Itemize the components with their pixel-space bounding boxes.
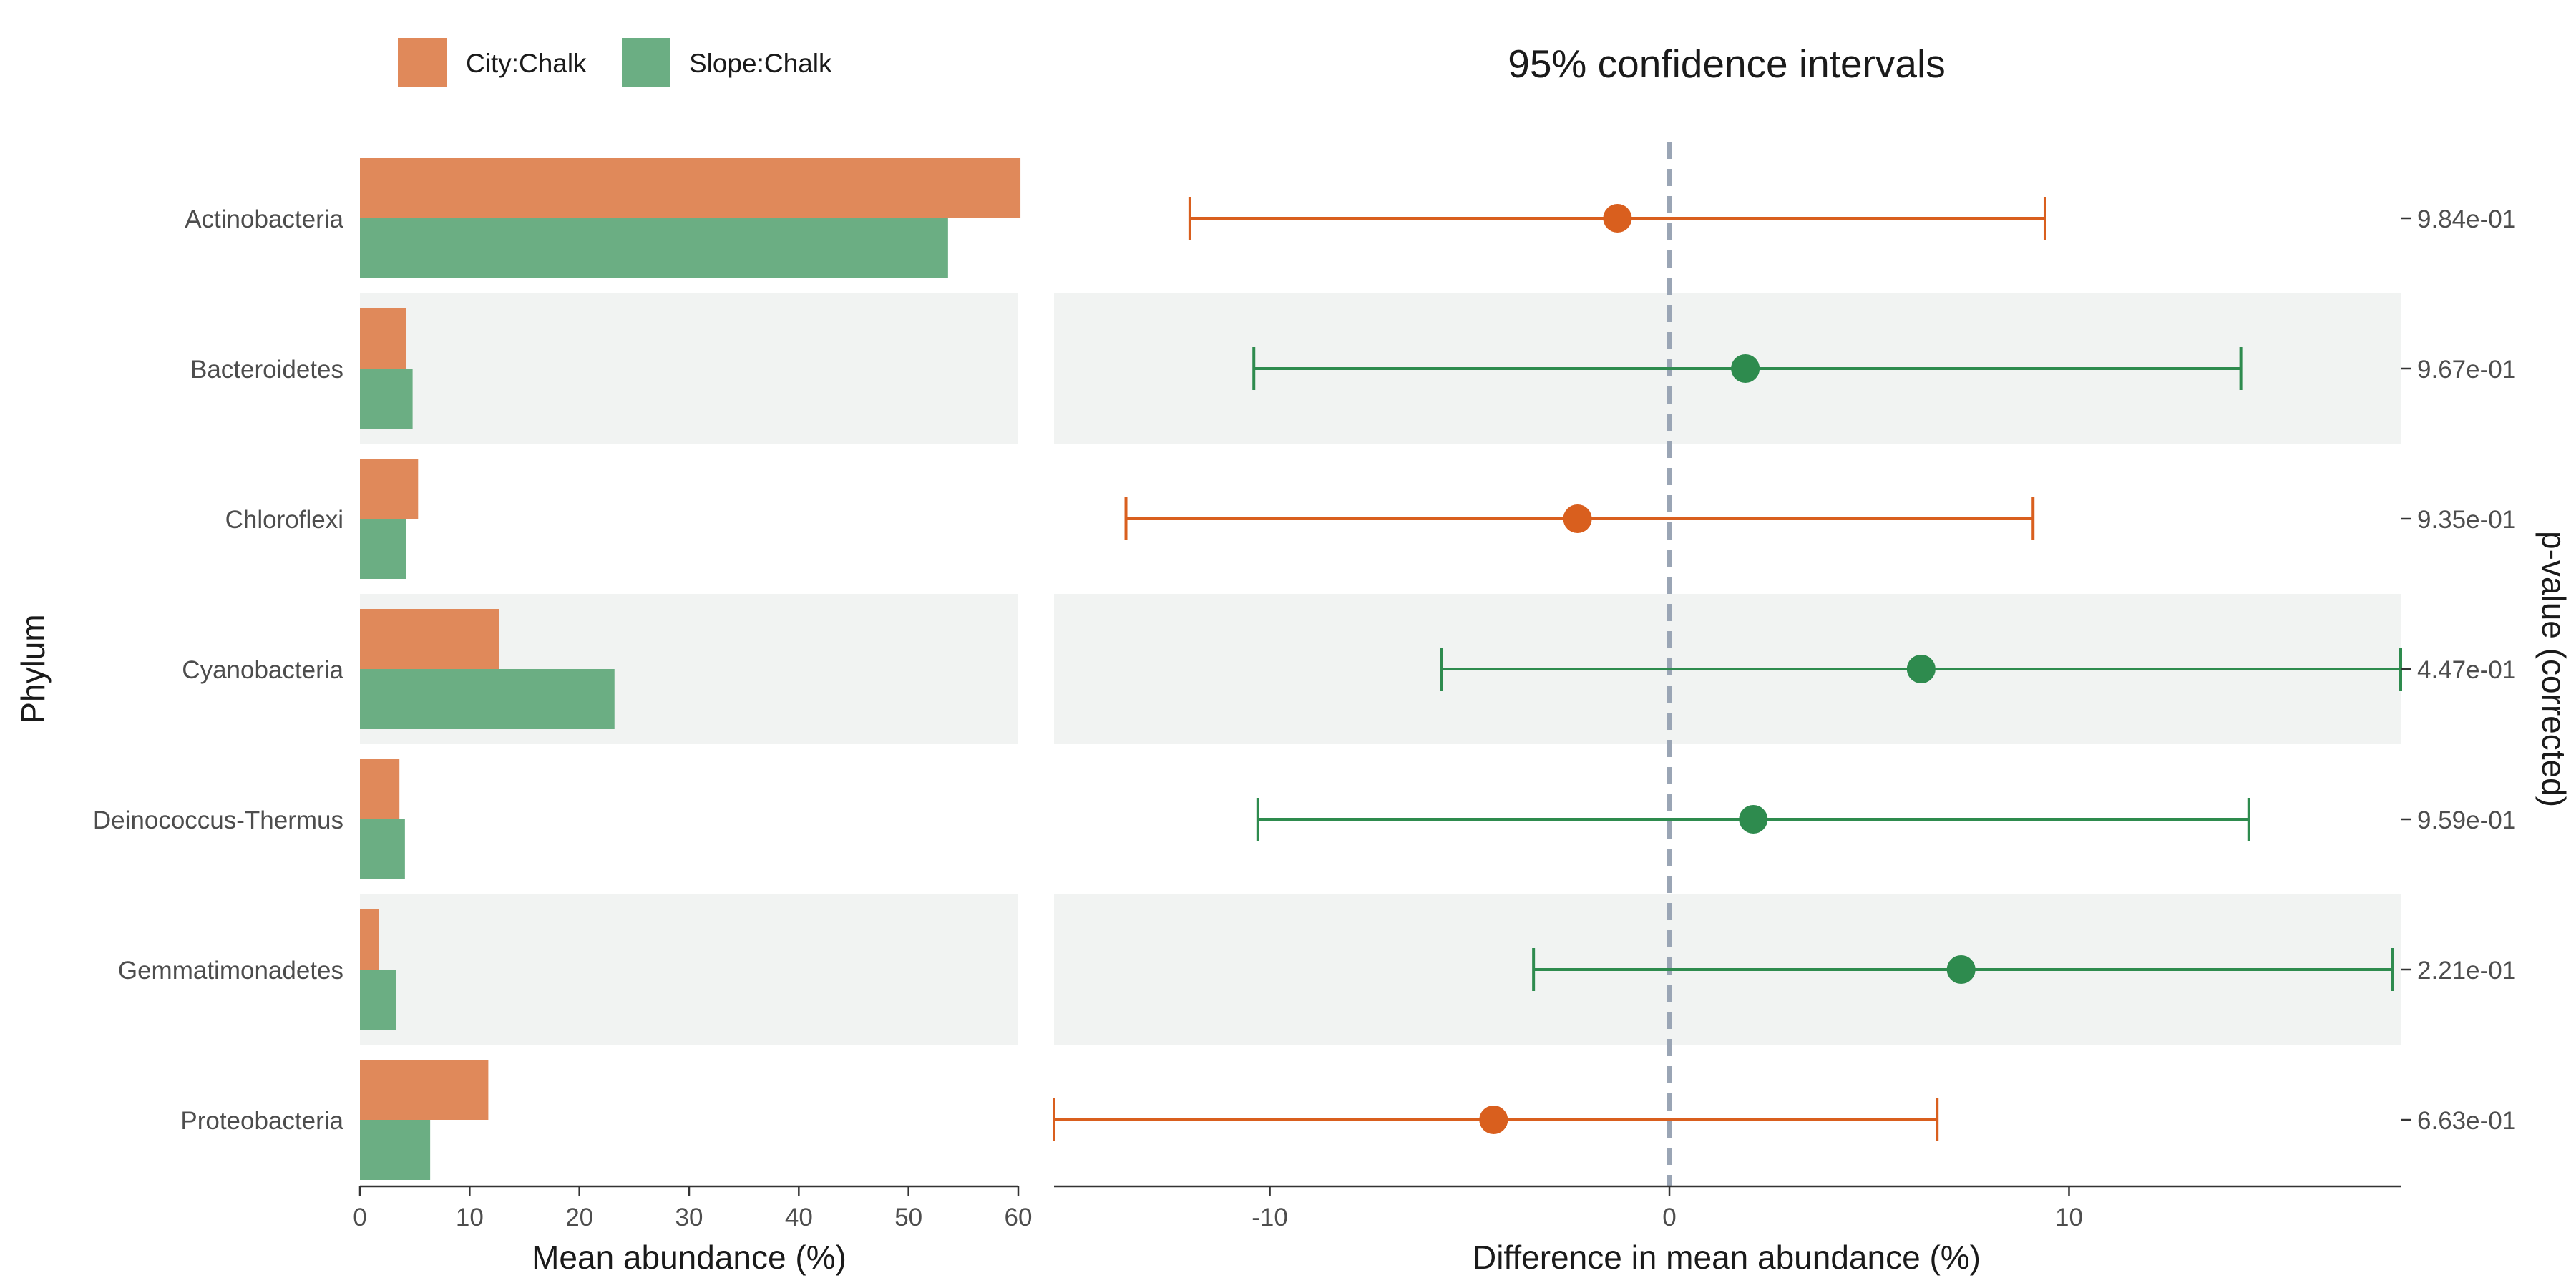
category-label: Cyanobacteria (182, 656, 343, 684)
category-label: Proteobacteria (180, 1107, 343, 1135)
p-value-label: 9.35e-01 (2417, 506, 2516, 534)
bar (360, 158, 1021, 218)
bar (360, 819, 405, 879)
ci-x-tick-label: 10 (2055, 1204, 2083, 1231)
bar (360, 909, 379, 970)
bar (360, 609, 499, 669)
bar (360, 369, 413, 429)
ci-x-tick-label: 0 (1662, 1204, 1676, 1231)
bar (360, 759, 400, 819)
ci-point (1906, 655, 1936, 683)
legend-label: Slope:Chalk (689, 49, 832, 78)
bar-panel (360, 158, 1021, 1180)
p-value-label: 4.47e-01 (2417, 656, 2516, 684)
bar-x-tick-label: 50 (894, 1204, 922, 1231)
category-label: Actinobacteria (185, 205, 343, 233)
ci-point (1731, 354, 1760, 383)
legend: City:Chalk Slope:Chalk (398, 38, 832, 87)
bar-x-tick-label: 30 (675, 1204, 703, 1231)
ci-title: 95% confidence intervals (1508, 42, 1945, 86)
axes (358, 217, 2411, 1196)
p-value-label: 6.63e-01 (2417, 1107, 2516, 1135)
p-value-label: 2.21e-01 (2417, 957, 2516, 985)
bar (360, 308, 406, 369)
bar (360, 1120, 431, 1180)
bar-x-tick-label: 60 (1005, 1204, 1033, 1231)
ci-x-tick-label: -10 (1252, 1204, 1288, 1231)
ci-x-axis-title: Difference in mean abundance (%) (1473, 1239, 1981, 1276)
legend-label: City:Chalk (466, 49, 587, 78)
ci-point (1603, 204, 1632, 233)
bar (360, 218, 948, 278)
bar-x-tick-label: 20 (565, 1204, 593, 1231)
bar-x-axis-title: Mean abundance (%) (532, 1239, 847, 1276)
legend-swatch (622, 38, 670, 87)
p-value-axis-title: p-value (corrected) (2535, 531, 2572, 807)
ci-point (1479, 1106, 1508, 1134)
p-value-label: 9.84e-01 (2417, 205, 2516, 233)
labels: Actinobacteria Bacteroidetes Chloroflexi Cy… (14, 42, 2572, 1276)
category-label: Bacteroidetes (190, 356, 343, 384)
ci-point (1563, 504, 1592, 533)
category-label: Deinococcus-Thermus (93, 806, 343, 834)
bar-x-tick-label: 40 (785, 1204, 813, 1231)
p-value-label: 9.67e-01 (2417, 356, 2516, 384)
stripe-left (360, 894, 1018, 1045)
bar (360, 459, 419, 519)
category-label: Chloroflexi (225, 506, 343, 534)
p-value-label: 9.59e-01 (2417, 806, 2516, 834)
bar (360, 669, 615, 729)
category-label: Gemmatimonadetes (118, 957, 343, 985)
bar-x-tick-label: 10 (456, 1204, 484, 1231)
ci-panel (1053, 142, 2402, 1186)
bar (360, 970, 396, 1030)
ci-point (1946, 955, 1976, 984)
bar (360, 1060, 489, 1120)
stripe-left (360, 293, 1018, 444)
bar (360, 519, 406, 579)
y-axis-title: Phylum (14, 614, 52, 723)
bar-x-tick-label: 0 (353, 1204, 366, 1231)
ci-point (1739, 805, 1768, 834)
legend-swatch (398, 38, 447, 87)
